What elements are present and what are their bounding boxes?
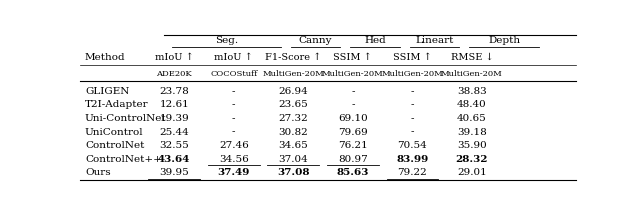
Text: ControlNet: ControlNet	[85, 141, 145, 150]
Text: 37.04: 37.04	[278, 155, 308, 164]
Text: 39.18: 39.18	[457, 128, 486, 137]
Text: 40.65: 40.65	[457, 114, 486, 123]
Text: -: -	[232, 87, 236, 96]
Text: -: -	[351, 87, 355, 96]
Text: GLIGEN: GLIGEN	[85, 87, 129, 96]
Text: 48.40: 48.40	[457, 100, 486, 109]
Text: SSIM ↑: SSIM ↑	[333, 53, 372, 62]
Text: 76.21: 76.21	[338, 141, 367, 150]
Text: Canny: Canny	[299, 37, 332, 45]
Text: UniControl: UniControl	[85, 128, 143, 137]
Text: 26.94: 26.94	[278, 87, 308, 96]
Text: 69.10: 69.10	[338, 114, 367, 123]
Text: MultiGen-20M: MultiGen-20M	[322, 70, 383, 78]
Text: -: -	[232, 128, 236, 137]
Text: 85.63: 85.63	[337, 169, 369, 177]
Text: Depth: Depth	[488, 37, 520, 45]
Text: 27.32: 27.32	[278, 114, 308, 123]
Text: 27.46: 27.46	[219, 141, 248, 150]
Text: ADE20K: ADE20K	[156, 70, 192, 78]
Text: 25.44: 25.44	[159, 128, 189, 137]
Text: 28.32: 28.32	[456, 155, 488, 164]
Text: 23.78: 23.78	[159, 87, 189, 96]
Text: -: -	[351, 100, 355, 109]
Text: Method: Method	[85, 53, 125, 62]
Text: -: -	[411, 100, 414, 109]
Text: MultiGen-20M: MultiGen-20M	[381, 70, 443, 78]
Text: -: -	[232, 114, 236, 123]
Text: 34.65: 34.65	[278, 141, 308, 150]
Text: 80.97: 80.97	[338, 155, 367, 164]
Text: -: -	[411, 128, 414, 137]
Text: 29.01: 29.01	[457, 169, 486, 177]
Text: 37.08: 37.08	[277, 169, 310, 177]
Text: mIoU ↑: mIoU ↑	[214, 53, 253, 62]
Text: RMSE ↓: RMSE ↓	[451, 53, 493, 62]
Text: 30.82: 30.82	[278, 128, 308, 137]
Text: 39.95: 39.95	[159, 169, 189, 177]
Text: F1-Score ↑: F1-Score ↑	[265, 53, 321, 62]
Text: ControlNet++: ControlNet++	[85, 155, 162, 164]
Text: 79.69: 79.69	[338, 128, 367, 137]
Text: 23.65: 23.65	[278, 100, 308, 109]
Text: 37.49: 37.49	[218, 169, 250, 177]
Text: Seg.: Seg.	[215, 37, 238, 45]
Text: -: -	[411, 114, 414, 123]
Text: MultiGen-20M: MultiGen-20M	[441, 70, 502, 78]
Text: Hed: Hed	[364, 37, 386, 45]
Text: 35.90: 35.90	[457, 141, 486, 150]
Text: -: -	[232, 100, 236, 109]
Text: -: -	[411, 87, 414, 96]
Text: 34.56: 34.56	[219, 155, 248, 164]
Text: 19.39: 19.39	[159, 114, 189, 123]
Text: mIoU ↑: mIoU ↑	[155, 53, 194, 62]
Text: 43.64: 43.64	[158, 155, 191, 164]
Text: 70.54: 70.54	[397, 141, 427, 150]
Text: 83.99: 83.99	[396, 155, 428, 164]
Text: 32.55: 32.55	[159, 141, 189, 150]
Text: Ours: Ours	[85, 169, 111, 177]
Text: T2I-Adapter: T2I-Adapter	[85, 100, 148, 109]
Text: MultiGen-20M: MultiGen-20M	[262, 70, 324, 78]
Text: COCOStuff: COCOStuff	[210, 70, 257, 78]
Text: 38.83: 38.83	[457, 87, 486, 96]
Text: Uni-ControlNet: Uni-ControlNet	[85, 114, 166, 123]
Text: 79.22: 79.22	[397, 169, 427, 177]
Text: SSIM ↑: SSIM ↑	[393, 53, 432, 62]
Text: Lineart: Lineart	[415, 37, 454, 45]
Text: 12.61: 12.61	[159, 100, 189, 109]
